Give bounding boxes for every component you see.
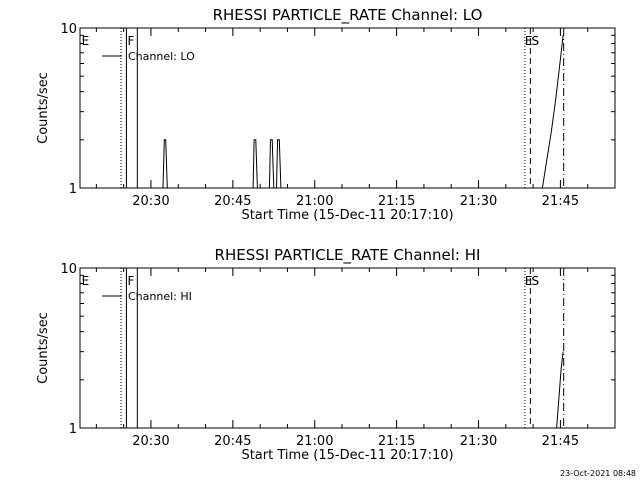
x-tick-label: 20:45 (214, 434, 251, 449)
x-tick-label: 21:45 (542, 434, 579, 449)
series-line (80, 351, 564, 429)
chart-panel-hi: RHESSI PARTICLE_RATE Channel: HI 20:30 20:… (36, 246, 616, 463)
legend-entry: Channel: LO (128, 50, 195, 63)
y-tick-label: 1 (69, 182, 77, 197)
event-marker-label: F (127, 34, 134, 48)
y-tick-label: 10 (60, 262, 77, 277)
event-marker-label: S (531, 274, 539, 288)
series-line (80, 35, 564, 189)
chart-title: RHESSI PARTICLE_RATE Channel: LO (213, 6, 483, 25)
y-axis-label: Counts/sec (36, 312, 51, 384)
x-tick-label: 21:30 (460, 434, 497, 449)
x-tick-label: 21:30 (460, 194, 497, 209)
event-marker-label: E (82, 34, 90, 48)
event-marker-label: E (82, 274, 90, 288)
x-tick-label: 21:15 (378, 434, 415, 449)
event-marker-label: E (525, 34, 533, 48)
chart-panel-lo: RHESSI PARTICLE_RATE Channel: LO 20:30 20:… (36, 6, 616, 223)
x-tick-label: 21:15 (378, 194, 415, 209)
y-axis-label: Counts/sec (36, 72, 51, 144)
x-tick-label: 20:30 (132, 194, 169, 209)
x-tick-label: 21:00 (296, 194, 333, 209)
x-tick-label: 20:30 (132, 434, 169, 449)
y-tick-label: 1 (69, 422, 77, 437)
event-marker-label: S (531, 34, 539, 48)
generation-timestamp: 23-Oct-2021 08:48 (560, 469, 636, 478)
event-marker-label: E (525, 274, 533, 288)
chart-title: RHESSI PARTICLE_RATE Channel: HI (215, 246, 481, 265)
x-axis-label: Start Time (15-Dec-11 20:17:10) (241, 208, 453, 223)
x-axis-label: Start Time (15-Dec-11 20:17:10) (241, 448, 453, 463)
y-tick-label: 10 (60, 22, 77, 37)
legend-entry: Channel: HI (128, 290, 192, 303)
x-tick-label: 21:00 (296, 434, 333, 449)
event-marker-label: F (127, 274, 134, 288)
x-tick-label: 20:45 (214, 194, 251, 209)
x-tick-label: 21:45 (542, 194, 579, 209)
